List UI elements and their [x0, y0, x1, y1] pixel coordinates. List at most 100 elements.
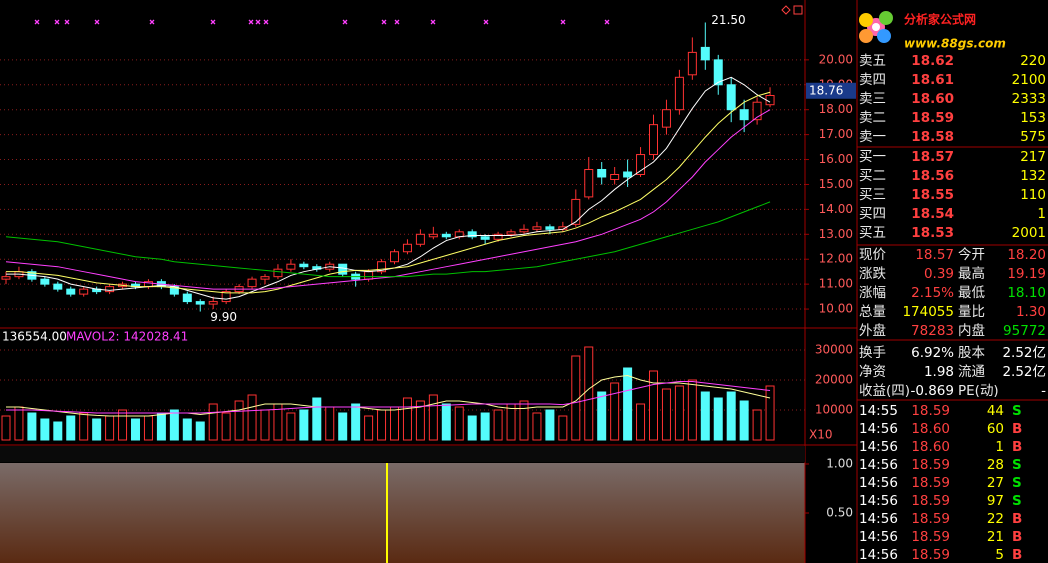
y-tick-label: 13.00: [819, 227, 853, 241]
y-tick-label: 1.00: [826, 456, 853, 470]
trade-time: 14:56: [859, 457, 898, 473]
book-label: 卖二: [859, 110, 886, 126]
volume-bar: [53, 421, 63, 441]
volume-bar: [687, 379, 697, 441]
volume-bar: [27, 412, 37, 441]
candle-body: [597, 169, 607, 178]
stat-label: 最高: [958, 265, 985, 282]
volume-bar: [480, 412, 490, 441]
candle-body: [480, 236, 490, 240]
book-volume: 110: [1020, 187, 1046, 203]
signal-marker: [210, 19, 216, 25]
volume-bar: [713, 397, 723, 441]
book-price: 18.53: [911, 225, 954, 241]
trade-volume: 60: [987, 421, 1004, 437]
signal-marker: [604, 19, 610, 25]
volume-legend: MAVOL2: 142028.41: [66, 330, 188, 344]
book-label: 卖五: [859, 53, 886, 69]
y-tick-label: 16.00: [819, 152, 853, 166]
volume-bar: [493, 409, 503, 441]
logo: 分析家公式网 www.88gs.com: [859, 11, 1006, 51]
candle-body: [739, 109, 749, 121]
y-tick-label: 18.00: [819, 102, 853, 116]
volume-bar: [338, 412, 348, 441]
trade-side: B: [1012, 511, 1022, 527]
signal-marker: [255, 19, 261, 25]
trade-volume: 27: [987, 475, 1004, 491]
stat-label: 外盘: [859, 322, 886, 339]
stat-label: 流通: [958, 364, 986, 380]
y-tick-label: 20.00: [819, 52, 853, 66]
volume-bar: [726, 391, 736, 441]
trade-side: B: [1012, 529, 1022, 545]
volume-bar: [441, 403, 451, 441]
stat-value: 1.30: [1016, 304, 1046, 320]
candle-body: [532, 226, 542, 230]
stat-value: 19.19: [1007, 266, 1046, 282]
book-label: 买二: [859, 168, 886, 184]
icon[interactable]: [781, 5, 791, 15]
trade-price: 18.59: [911, 493, 950, 509]
trade-price: 18.59: [911, 529, 950, 545]
book-volume: 2333: [1012, 91, 1046, 107]
cursor-price-label: 18.76: [809, 83, 843, 97]
volume-bar: [351, 403, 361, 441]
candle-body: [610, 173, 620, 180]
trade-price: 18.60: [911, 421, 950, 437]
panel-gap: [0, 446, 805, 462]
candle-body: [752, 101, 762, 121]
stat-value: -: [1041, 383, 1046, 399]
stat-label: 总量: [859, 304, 886, 320]
volume-bar: [40, 418, 50, 441]
candle-body: [726, 84, 736, 111]
volume-bar: [156, 412, 166, 441]
volume-bar: [519, 400, 529, 441]
candle-body: [441, 233, 451, 238]
y-tick-label: 10.00: [819, 302, 853, 316]
volume-legend: 136554.00: [2, 330, 67, 344]
stat-label: 量比: [958, 304, 985, 320]
trade-side: S: [1012, 457, 1022, 473]
indicator-panel: [0, 463, 805, 563]
icon[interactable]: [793, 5, 803, 15]
book-volume: 2001: [1012, 225, 1046, 241]
logo-url: www.88gs.com: [904, 37, 1006, 51]
volume-bar: [118, 409, 128, 441]
volume-bar: [79, 412, 89, 441]
candle-body: [428, 233, 438, 238]
y-tick-label: 30000: [815, 343, 853, 357]
candle-body: [105, 286, 115, 293]
stat-value: 18.57: [915, 247, 954, 263]
candle-body: [286, 263, 296, 270]
signal-marker: [381, 19, 387, 25]
candle-body: [364, 271, 374, 280]
moving-average: [6, 374, 771, 417]
candle-body: [402, 243, 412, 253]
trade-time: 14:56: [859, 529, 898, 545]
trade-volume: 22: [987, 511, 1004, 527]
trade-price: 18.59: [911, 511, 950, 527]
signal-marker: [263, 19, 269, 25]
signal-marker: [149, 19, 155, 25]
stat-label: PE(动): [958, 383, 999, 399]
candle-body: [260, 276, 270, 280]
book-label: 买三: [859, 187, 886, 203]
candle-body: [623, 171, 633, 178]
volume-bar: [299, 409, 309, 441]
candle-body: [182, 293, 192, 303]
trade-side: S: [1012, 493, 1022, 509]
signal-marker: [34, 19, 40, 25]
volume-bar: [377, 409, 387, 441]
candle-body: [493, 233, 503, 240]
trade-volume: 5: [995, 547, 1004, 563]
stat-label: 最低: [958, 285, 986, 301]
stat-value: 2.52亿: [1002, 345, 1046, 361]
stat-label: 收益(四): [859, 383, 910, 399]
volume-bar: [558, 415, 568, 441]
book-price: 18.55: [911, 187, 954, 203]
high-label: 21.50: [711, 13, 745, 27]
trade-side: B: [1012, 547, 1022, 563]
cursor-price-box: [806, 82, 856, 99]
y-tick-label: 10000: [815, 403, 853, 417]
volume-bar: [234, 400, 244, 441]
